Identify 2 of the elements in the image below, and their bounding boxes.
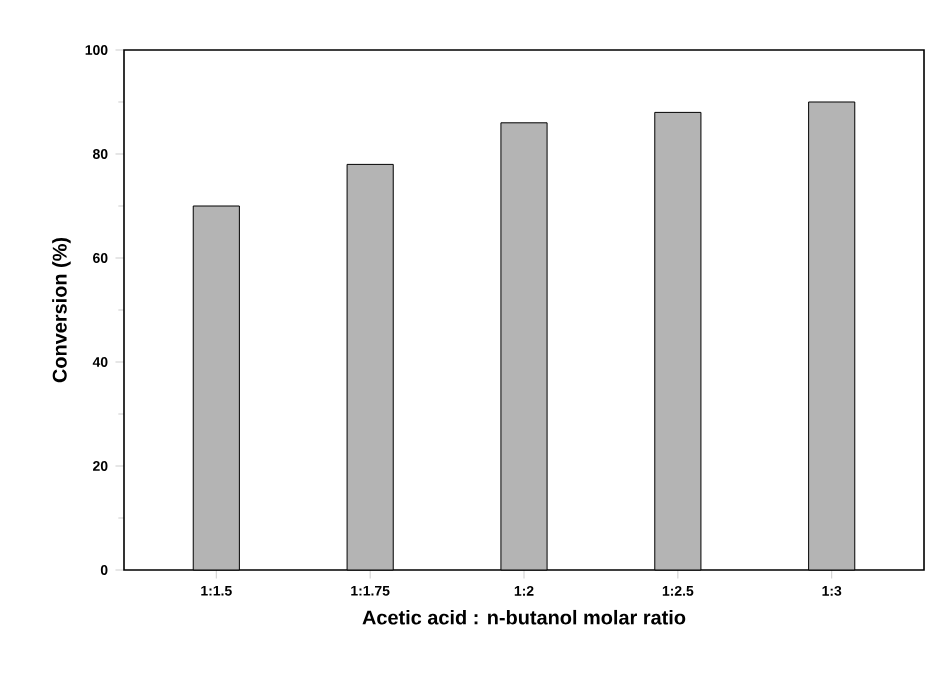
x-axis-title: Acetic acid : n-butanol molar ratio	[362, 609, 686, 625]
y-axis-title: Conversion (%)	[52, 237, 71, 383]
